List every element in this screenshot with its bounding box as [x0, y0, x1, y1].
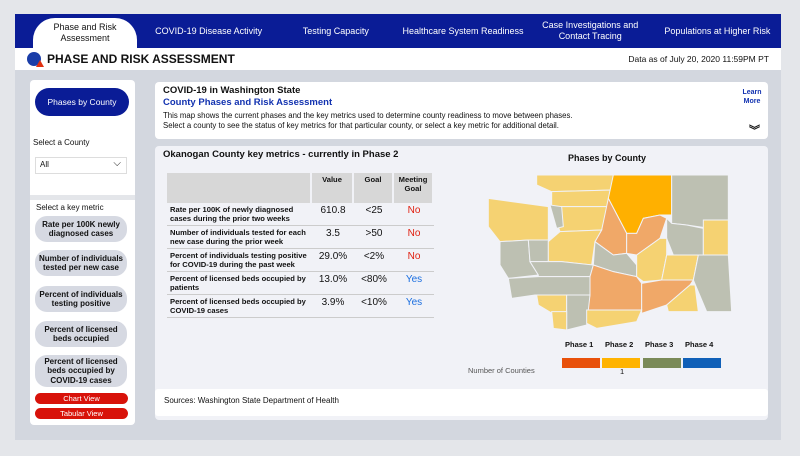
info-title: COVID-19 in Washington State: [163, 85, 301, 96]
county-value: All: [40, 160, 49, 169]
county: [549, 204, 564, 229]
metric-label: Select a key metric: [36, 203, 104, 212]
county: [551, 189, 615, 208]
table-row: Percent of licensed beds occupied by pat…: [167, 272, 434, 295]
header-metric: [167, 173, 312, 203]
metric-goal: <10%: [354, 295, 394, 318]
dashboard: Phase and Risk Assessment COVID-19 Disea…: [15, 14, 781, 440]
county: [586, 309, 643, 329]
county: [527, 239, 549, 263]
tab-healthcare-readiness[interactable]: Healthcare System Readiness: [402, 25, 524, 36]
chart-view-button[interactable]: Chart View: [35, 393, 128, 404]
phase-2-bar[interactable]: [602, 358, 640, 368]
metric-value: 29.0%: [312, 249, 354, 272]
page-title: PHASE AND RISK ASSESSMENT: [47, 52, 235, 66]
metric-button-covid-beds[interactable]: Percent of licensed beds occupied by COV…: [35, 355, 127, 387]
county-label: Select a County: [33, 138, 90, 147]
phase-2-count: 1: [620, 367, 625, 376]
county: [487, 197, 549, 243]
info-line-2: Select a county to see the status of key…: [163, 121, 559, 130]
data-as-of: Data as of July 20, 2020 11:59PM PT: [628, 54, 769, 64]
legend-phase-2: Phase 2: [605, 340, 634, 349]
county-select[interactable]: All ⌵: [35, 157, 127, 174]
metric-goal: >50: [354, 226, 394, 249]
county: [551, 311, 568, 331]
info-subtitle: County Phases and Risk Assessment: [163, 97, 333, 108]
washington-county-map[interactable]: [480, 165, 740, 335]
metric-button-positive[interactable]: Percent of individuals testing positive: [35, 286, 127, 312]
metrics-card: Okanogan County key metrics - currently …: [155, 146, 768, 420]
county: [661, 254, 699, 281]
meeting-goal: Yes: [394, 272, 434, 295]
metric-name: Rate per 100K of newly diagnosed cases d…: [167, 203, 312, 226]
legend-phase-3: Phase 3: [645, 340, 674, 349]
legend-phase-4: Phase 4: [685, 340, 714, 349]
divider: [30, 195, 135, 200]
double-chevron-down-icon[interactable]: ︾: [749, 125, 760, 137]
metric-value: 3.9%: [312, 295, 354, 318]
county: [529, 261, 594, 278]
metrics-table: Value Goal Meeting Goal Rate per 100K of…: [167, 173, 434, 318]
chevron-down-icon: ⌵: [113, 158, 121, 169]
table-row: Rate per 100K of newly diagnosed cases d…: [167, 203, 434, 226]
metric-button-beds[interactable]: Percent of licensed beds occupied: [35, 321, 127, 347]
metric-name: Number of individuals tested for each ne…: [167, 226, 312, 249]
metric-button-rate[interactable]: Rate per 100K newly diagnosed cases: [35, 216, 127, 242]
meeting-goal: No: [394, 203, 434, 226]
doh-logo-icon: [27, 52, 44, 67]
number-of-counties-label: Number of Counties: [468, 366, 535, 375]
metric-goal: <2%: [354, 249, 394, 272]
phase-3-bar[interactable]: [643, 358, 681, 368]
meeting-goal: No: [394, 249, 434, 272]
header-value: Value: [312, 173, 354, 203]
tabular-view-button[interactable]: Tabular View: [35, 408, 128, 419]
learn-more-link[interactable]: Learn More: [742, 89, 762, 105]
legend-phase-1: Phase 1: [565, 340, 594, 349]
county: [692, 254, 733, 313]
metrics-title: Okanogan County key metrics - currently …: [163, 149, 399, 160]
county: [666, 284, 699, 313]
phase-4-bar[interactable]: [683, 358, 721, 368]
page-header: PHASE AND RISK ASSESSMENT Data as of Jul…: [15, 48, 781, 70]
tab-testing-capacity[interactable]: Testing Capacity: [302, 25, 369, 36]
header-meeting-goal: Meeting Goal: [394, 173, 434, 203]
meeting-goal: No: [394, 226, 434, 249]
info-line-1: This map shows the current phases and th…: [163, 111, 573, 120]
info-card: COVID-19 in Washington State County Phas…: [155, 82, 768, 139]
metric-goal: <80%: [354, 272, 394, 295]
metric-button-tested[interactable]: Number of individuals tested per new cas…: [35, 250, 127, 276]
metric-value: 3.5: [312, 226, 354, 249]
county: [536, 174, 614, 193]
info-description: This map shows the current phases and th…: [163, 111, 723, 131]
metric-name: Percent of licensed beds occupied by pat…: [167, 272, 312, 295]
phases-by-county-button[interactable]: Phases by County: [35, 88, 129, 116]
map-title: Phases by County: [568, 153, 647, 163]
meeting-goal: Yes: [394, 295, 434, 318]
phase-1-bar[interactable]: [562, 358, 600, 368]
tab-disease-activity[interactable]: COVID-19 Disease Activity: [155, 25, 263, 36]
sidebar: Phases by County Select a County All ⌵ Se…: [30, 80, 135, 425]
metric-value: 610.8: [312, 203, 354, 226]
top-nav: Phase and Risk Assessment COVID-19 Disea…: [15, 14, 781, 48]
table-row: Percent of individuals testing positive …: [167, 249, 434, 272]
county: [702, 219, 729, 256]
metric-goal: <25: [354, 203, 394, 226]
tab-contact-tracing[interactable]: Case Investigations and Contact Tracing: [542, 20, 639, 41]
table-row: Number of individuals tested for each ne…: [167, 226, 434, 249]
metric-name: Percent of licensed beds occupied by COV…: [167, 295, 312, 318]
sources-note: Sources: Washington State Department of …: [155, 389, 768, 416]
tab-phase-risk[interactable]: Phase and Risk Assessment: [33, 18, 137, 48]
metric-value: 13.0%: [312, 272, 354, 295]
table-row: Percent of licensed beds occupied by COV…: [167, 295, 434, 318]
header-goal: Goal: [354, 173, 394, 203]
tab-higher-risk[interactable]: Populations at Higher Risk: [664, 25, 771, 36]
metric-name: Percent of individuals testing positive …: [167, 249, 312, 272]
